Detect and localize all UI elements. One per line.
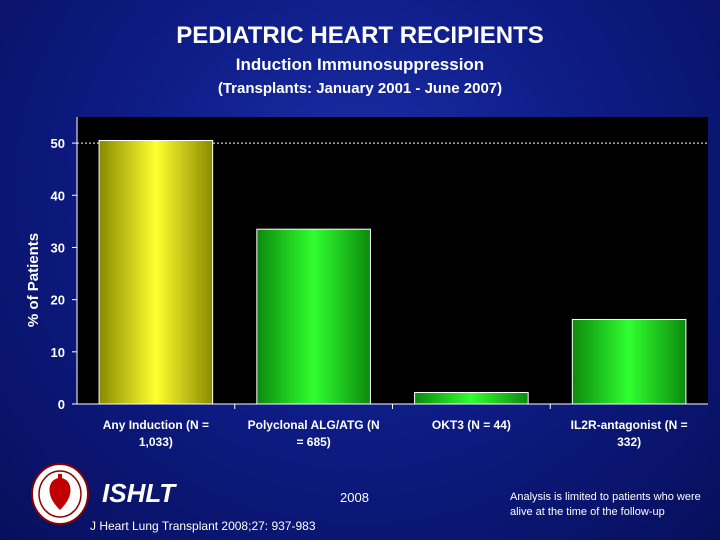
year-label: 2008 [340,490,369,505]
y-tick-label: 10 [51,345,65,360]
chart-date-range: (Transplants: January 2001 - June 2007) [217,80,503,97]
bar-3 [571,318,687,405]
y-tick-label: 20 [51,293,65,308]
chart-title: PEDIATRIC HEART RECIPIENTS [176,22,544,49]
citation-text: J Heart Lung Transplant 2008;27: 937-983 [90,519,316,533]
bar-2 [414,392,529,405]
x-category-label: IL2R-antagonist (N = 332) [571,418,688,449]
y-tick-label: 40 [51,188,65,203]
x-category-label: Polyclonal ALG/ATG (N = 685) [248,418,380,449]
ishlt-brand: ISHLT [102,478,176,508]
ishlt-seal-logo [31,463,89,525]
y-tick-label: 50 [51,136,65,151]
bar-0 [98,139,214,405]
y-axis-label: % of Patients [25,233,42,327]
chart-subtitle: Induction Immunosuppression [235,55,485,74]
analysis-note: Analysis is limited to patients who were… [510,491,701,518]
y-tick-label: 0 [58,397,65,412]
bar-1 [256,228,371,405]
x-category-label: Any Induction (N = 1,033) [103,418,209,449]
y-tick-label: 30 [51,240,65,255]
x-category-label: OKT3 (N = 44) [432,418,511,432]
